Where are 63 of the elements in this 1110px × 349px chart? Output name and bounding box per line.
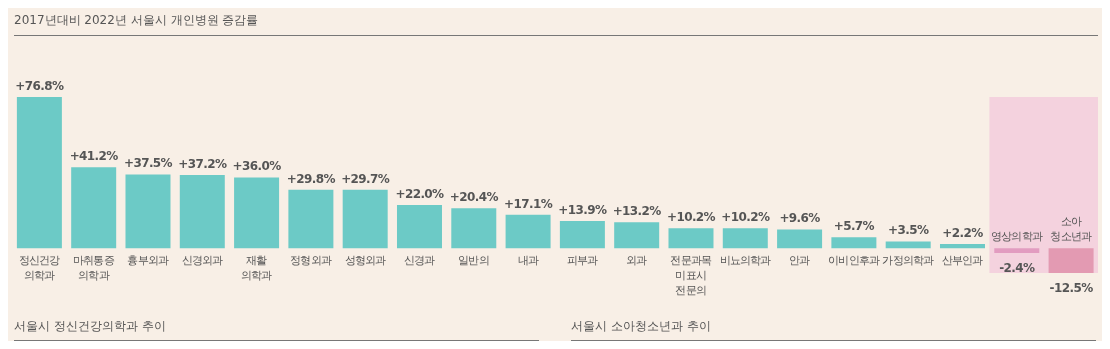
- x-tick-label: 신경외과: [181, 254, 224, 267]
- bar: [777, 229, 823, 249]
- x-tick-label: 소아 청소년과: [1050, 215, 1093, 243]
- data-label: +10.2%: [666, 210, 716, 225]
- x-tick-label: 성형외과: [344, 254, 387, 267]
- x-tick-label: 산부인과: [941, 254, 984, 267]
- bar: [179, 175, 225, 249]
- x-tick-label: 마취통증 의학과: [73, 254, 115, 282]
- x-tick-label: 내과: [517, 254, 539, 267]
- bar: [16, 97, 62, 249]
- bar: [234, 177, 280, 249]
- data-label: +36.0%: [232, 159, 282, 174]
- bar: [994, 248, 1040, 254]
- data-label: +76.8%: [15, 79, 64, 93]
- data-label: +2.2%: [942, 226, 984, 241]
- x-tick-label: 신경과: [403, 254, 436, 267]
- data-label: +22.0%: [395, 187, 445, 201]
- data-label: +17.1%: [504, 196, 553, 211]
- bar: [939, 244, 985, 249]
- x-tick-label: 외과: [626, 254, 648, 267]
- x-tick-label: 가정의학과: [882, 254, 935, 267]
- bar: [614, 222, 660, 249]
- bar: [1048, 248, 1094, 273]
- data-label: +3.5%: [888, 223, 929, 238]
- bar: [831, 237, 877, 249]
- data-label: +41.2%: [69, 149, 119, 164]
- bar: [559, 220, 605, 249]
- text: 서울시 정신건강의학과 추이: [14, 318, 539, 341]
- bar: [288, 189, 334, 249]
- data-label: +13.9%: [558, 202, 607, 217]
- data-label: +37.5%: [123, 156, 173, 171]
- bar: [396, 205, 442, 249]
- x-tick-label: 이비인후과: [828, 254, 880, 267]
- data-label: -2.4%: [999, 261, 1035, 276]
- bar: [668, 228, 714, 249]
- bar: [125, 174, 171, 249]
- data-label: +10.2%: [721, 210, 770, 225]
- data-label: +29.7%: [341, 171, 390, 186]
- text: 서울시 소아청소년과 추이: [571, 318, 1096, 341]
- bar: [505, 214, 551, 249]
- x-tick-label: 흉부외과: [127, 254, 169, 267]
- x-tick-label: 일반의: [458, 254, 489, 267]
- x-tick-label: 피부과: [566, 254, 599, 267]
- data-label: +9.6%: [779, 211, 821, 226]
- bar: [885, 241, 931, 249]
- data-label: +29.8%: [286, 171, 336, 186]
- x-tick-label: 정형외과: [290, 254, 332, 267]
- data-label: +20.4%: [449, 190, 499, 205]
- x-tick-label: 비뇨의학과: [719, 254, 772, 267]
- x-tick-label: 안과: [789, 254, 811, 267]
- bar: [722, 228, 768, 249]
- data-label: -12.5%: [1049, 281, 1094, 295]
- x-tick-label: 정신건강 의학과: [18, 254, 61, 282]
- bar: [451, 208, 497, 249]
- data-label: +5.7%: [833, 219, 875, 234]
- x-tick-label: 전문과목 미표시 전문의: [670, 254, 712, 297]
- x-tick-label: 영상의학과: [991, 230, 1043, 243]
- chart-title: 2017년대비 2022년 서울시 개인병원 증감률: [14, 12, 1098, 36]
- data-label: +37.2%: [178, 157, 227, 172]
- bar: [342, 189, 388, 249]
- x-tick-label: 재활 의학과: [241, 254, 273, 282]
- data-label: +13.2%: [612, 204, 662, 219]
- bar: [71, 167, 117, 249]
